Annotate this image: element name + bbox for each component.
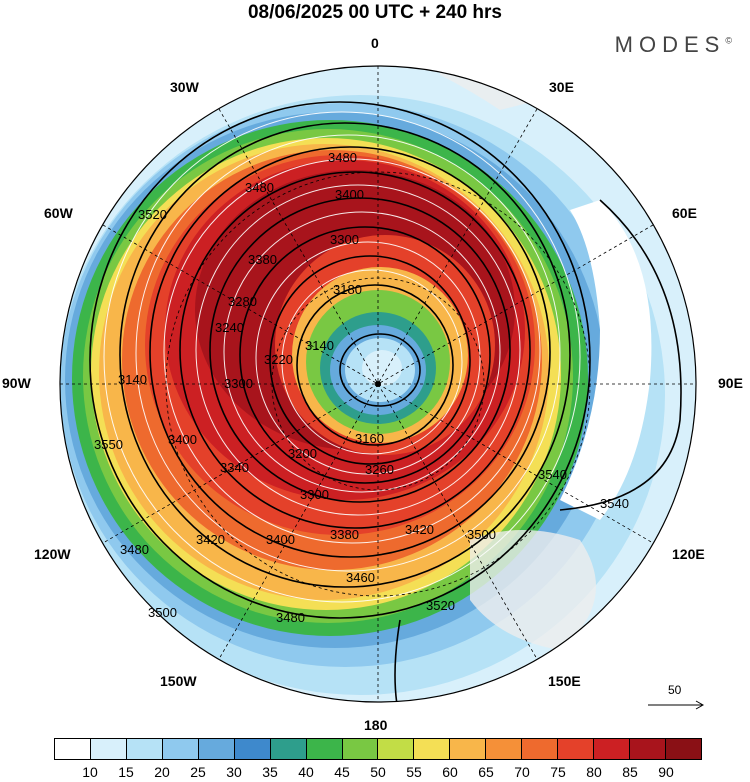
colorbar-swatch (593, 738, 629, 760)
lon-label-60e: 60E (672, 205, 697, 221)
colorbar (54, 738, 702, 760)
contour-label: 3480 (245, 180, 274, 195)
colorbar-swatch (485, 738, 522, 760)
lon-label-120e: 120E (672, 546, 705, 562)
colorbar-tick-label: 20 (154, 764, 170, 780)
contour-label: 3420 (196, 532, 225, 547)
lon-label-150w: 150W (160, 673, 197, 689)
height-contours (89, 101, 682, 702)
colorbar-tick-label: 30 (226, 764, 242, 780)
colorbar-tick-label: 90 (658, 764, 674, 780)
contour-label: 3520 (426, 598, 455, 613)
lon-label-180: 180 (364, 717, 388, 733)
colorbar-swatch (449, 738, 486, 760)
contour-label: 3140 (305, 338, 334, 353)
colorbar-swatch (197, 738, 234, 760)
contour-label: 3240 (215, 320, 244, 335)
contour-label: 3300 (300, 487, 329, 502)
contour-label: 3300 (330, 232, 359, 247)
colorbar-swatch (377, 738, 414, 760)
colorbar-tick-label: 35 (262, 764, 278, 780)
colorbar-tick-label: 25 (190, 764, 206, 780)
lon-label-120w: 120W (34, 546, 71, 562)
logo-text: MODES (614, 32, 726, 57)
contour-label: 3400 (168, 432, 197, 447)
colorbar-swatch (89, 738, 126, 760)
colorbar-tick-label: 55 (406, 764, 422, 780)
contour-label: 3140 (118, 372, 147, 387)
colorbar-tick-label: 65 (478, 764, 494, 780)
lon-label-30w: 30W (170, 79, 199, 95)
colorbar-swatch (269, 738, 306, 760)
colorbar-tick-label: 80 (586, 764, 602, 780)
colorbar-swatch (305, 738, 342, 760)
contour-label: 3400 (266, 532, 295, 547)
contour-label: 3500 (467, 527, 496, 542)
colorbar-swatch (413, 738, 450, 760)
contour-label: 3340 (220, 460, 249, 475)
colorbar-swatch (54, 738, 90, 760)
lon-label-90e: 90E (718, 375, 743, 391)
wind-streamlines (103, 111, 581, 603)
contour-label: 3380 (248, 252, 277, 267)
modes-logo: MODES© (615, 32, 732, 58)
colorbar-tick-label: 60 (442, 764, 458, 780)
lon-label-0: 0 (371, 35, 379, 51)
contour-label: 3540 (538, 467, 567, 482)
colorbar-swatch (125, 738, 162, 760)
contour-label: 3160 (355, 431, 384, 446)
contour-label: 3480 (276, 610, 305, 625)
colorbar-swatch (664, 738, 702, 760)
contour-label: 3550 (94, 437, 123, 452)
contour-label: 3540 (600, 496, 629, 511)
reference-vector-value: 50 (668, 683, 682, 697)
colorbar-tick-label: 40 (298, 764, 314, 780)
contour-label: 3200 (288, 446, 317, 461)
colorbar-tick-label: 45 (334, 764, 350, 780)
contour-label: 3300 (224, 376, 253, 391)
colorbar-swatch (161, 738, 198, 760)
logo-mark: © (725, 35, 732, 46)
colorbar-tick-label: 85 (622, 764, 638, 780)
contour-label: 3460 (346, 570, 375, 585)
colorbar-tick-label: 75 (550, 764, 566, 780)
colorbar-swatch (557, 738, 594, 760)
pole-marker (375, 381, 381, 387)
arrow-right-icon (648, 700, 705, 710)
lon-label-150e: 150E (548, 673, 581, 689)
colorbar-tick-label: 10 (82, 764, 98, 780)
colorbar-swatch (521, 738, 558, 760)
colorbar-tick-label: 50 (370, 764, 386, 780)
contour-label: 3420 (405, 522, 434, 537)
lon-label-60w: 60W (44, 205, 73, 221)
contour-label: 3500 (148, 605, 177, 620)
chart-title: 08/06/2025 00 UTC + 240 hrs (247, 2, 503, 23)
colorbar-tick-label: 15 (118, 764, 134, 780)
contour-label: 3480 (328, 150, 357, 165)
contour-label: 3280 (228, 294, 257, 309)
reference-vector: 50 (646, 683, 706, 723)
map-boundary (59, 65, 697, 703)
colorbar-ticks: 10 15 20 25 30 35 40 45 50 55 60 65 70 75 80 85 90 (54, 764, 702, 780)
contour-label: 3260 (365, 462, 394, 477)
colorbar-swatch (629, 738, 665, 760)
contour-label: 3400 (335, 187, 364, 202)
colorbar-swatch (341, 738, 378, 760)
contour-label: 3180 (333, 282, 362, 297)
contour-label: 3520 (138, 207, 167, 222)
contour-label: 3380 (330, 527, 359, 542)
lon-label-90w: 90W (2, 375, 31, 391)
contour-label: 3220 (264, 352, 293, 367)
lon-label-30e: 30E (549, 79, 574, 95)
colorbar-tick-label: 70 (514, 764, 530, 780)
contour-label: 3480 (120, 542, 149, 557)
colorbar-swatch (233, 738, 270, 760)
